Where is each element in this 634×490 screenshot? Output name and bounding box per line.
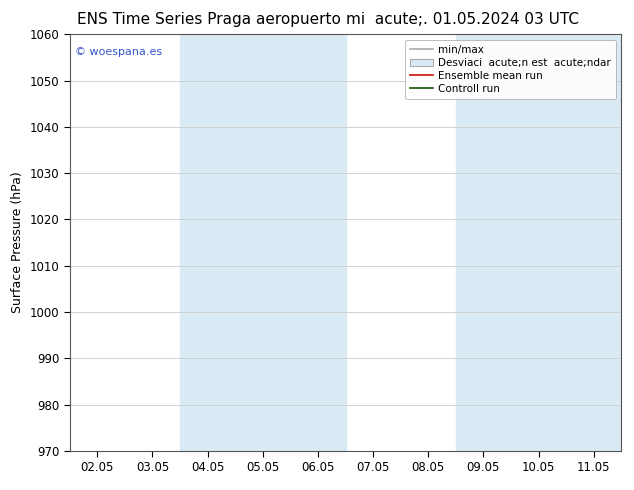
Legend: min/max, Desviaci  acute;n est  acute;ndar, Ensemble mean run, Controll run: min/max, Desviaci acute;n est acute;ndar…	[405, 40, 616, 99]
Text: mi  acute;. 01.05.2024 03 UTC: mi acute;. 01.05.2024 03 UTC	[346, 12, 579, 27]
Y-axis label: Surface Pressure (hPa): Surface Pressure (hPa)	[11, 172, 24, 314]
Bar	[456, 34, 621, 451]
Text: © woespana.es: © woespana.es	[75, 47, 162, 57]
Text: ENS Time Series Praga aeropuerto: ENS Time Series Praga aeropuerto	[77, 12, 341, 27]
Bar	[180, 34, 346, 451]
